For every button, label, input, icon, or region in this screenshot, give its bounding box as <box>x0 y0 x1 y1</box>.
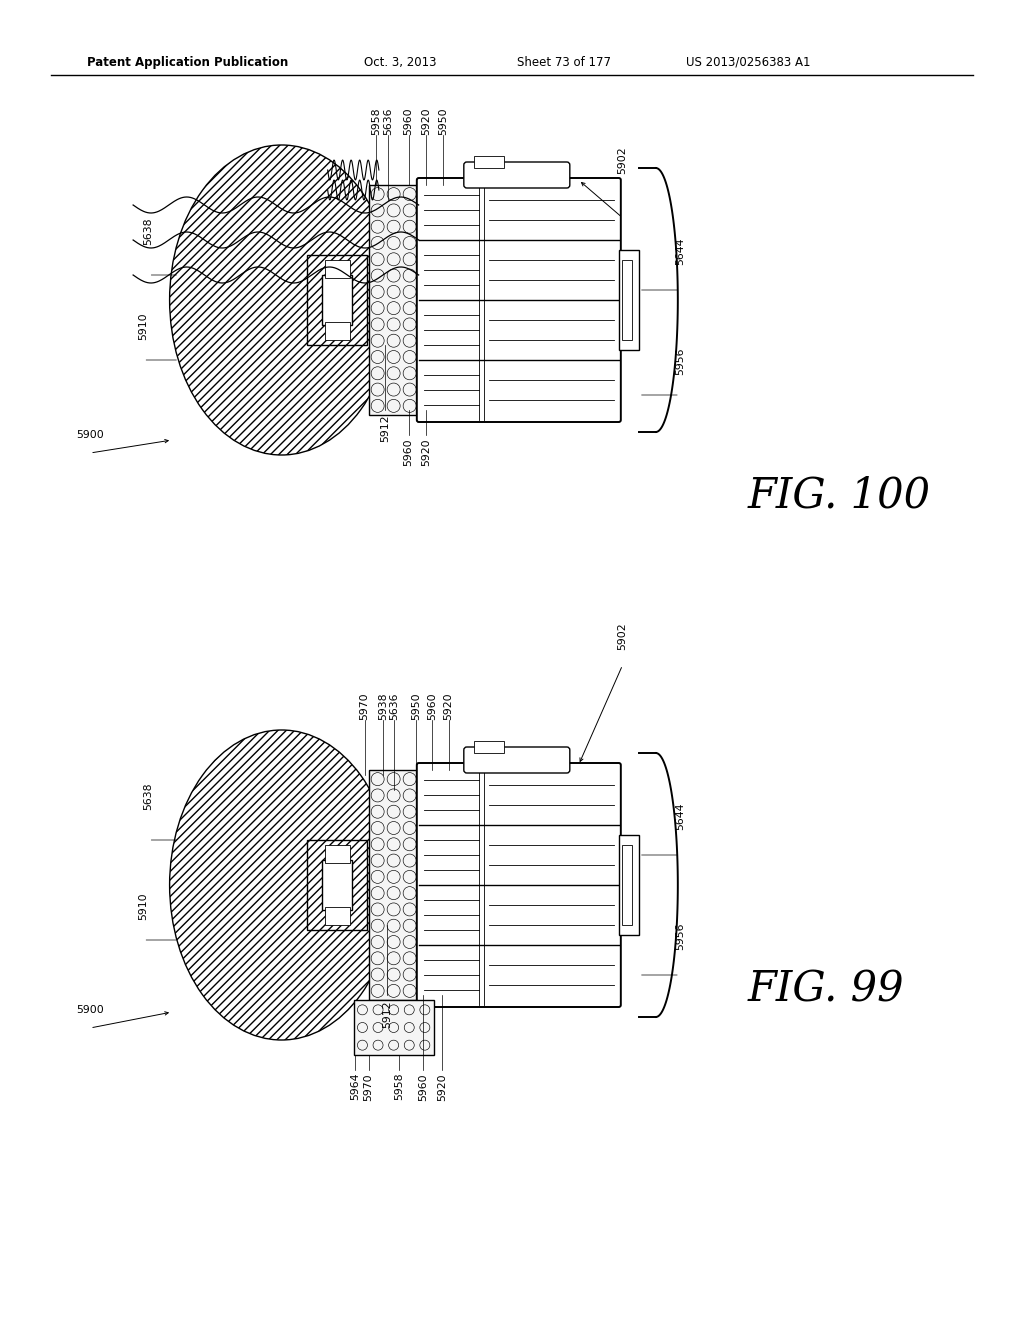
Bar <box>326 260 350 279</box>
Text: 5644: 5644 <box>675 238 685 265</box>
Bar <box>622 260 632 341</box>
Bar <box>353 1001 433 1055</box>
Ellipse shape <box>170 730 393 1040</box>
Bar <box>618 249 639 350</box>
Ellipse shape <box>170 145 393 455</box>
Text: 5644: 5644 <box>675 803 685 830</box>
Text: 5970: 5970 <box>359 693 370 719</box>
Text: 5960: 5960 <box>403 438 414 466</box>
Text: 5956: 5956 <box>675 923 685 950</box>
Text: 5900: 5900 <box>76 430 104 440</box>
Text: 5912: 5912 <box>382 1001 392 1027</box>
Text: 5636: 5636 <box>383 107 393 135</box>
Text: 5950: 5950 <box>411 693 421 719</box>
FancyBboxPatch shape <box>464 747 569 774</box>
Text: US 2013/0256383 A1: US 2013/0256383 A1 <box>686 55 811 69</box>
Bar <box>474 741 504 752</box>
Bar <box>326 907 350 925</box>
FancyBboxPatch shape <box>464 162 569 187</box>
Text: 5910: 5910 <box>138 313 148 341</box>
Text: 5920: 5920 <box>421 107 431 135</box>
Text: 5912: 5912 <box>380 414 390 442</box>
Text: FIG. 99: FIG. 99 <box>748 969 904 1011</box>
Text: 5960: 5960 <box>418 1073 428 1101</box>
Bar <box>323 275 352 325</box>
Text: 5958: 5958 <box>371 107 381 135</box>
Bar <box>369 770 419 1001</box>
Bar <box>369 185 419 414</box>
Bar <box>622 845 632 925</box>
Bar <box>326 322 350 341</box>
Bar <box>326 845 350 863</box>
Text: 5920: 5920 <box>437 1073 447 1101</box>
Bar <box>618 836 639 935</box>
Bar <box>307 255 368 345</box>
Text: 5950: 5950 <box>438 107 449 135</box>
Text: 5970: 5970 <box>364 1073 374 1101</box>
Bar <box>323 861 352 909</box>
Text: 5958: 5958 <box>394 1073 404 1101</box>
Text: Patent Application Publication: Patent Application Publication <box>87 55 289 69</box>
Text: 5956: 5956 <box>675 347 685 375</box>
Text: 5964: 5964 <box>350 1073 360 1101</box>
Text: 5636: 5636 <box>389 693 399 719</box>
FancyBboxPatch shape <box>417 763 621 1007</box>
Text: 5960: 5960 <box>427 693 437 719</box>
Text: 5920: 5920 <box>443 693 454 719</box>
Text: 5638: 5638 <box>143 783 154 810</box>
Bar <box>474 156 504 168</box>
Text: 5900: 5900 <box>76 1005 104 1015</box>
Text: 5938: 5938 <box>378 693 388 719</box>
Text: Oct. 3, 2013: Oct. 3, 2013 <box>364 55 436 69</box>
Text: Sheet 73 of 177: Sheet 73 of 177 <box>517 55 611 69</box>
FancyBboxPatch shape <box>417 178 621 422</box>
Text: FIG. 100: FIG. 100 <box>748 474 931 516</box>
Bar <box>307 840 368 931</box>
Text: 5638: 5638 <box>143 218 154 246</box>
Text: 5902: 5902 <box>617 147 628 174</box>
Text: 5960: 5960 <box>403 107 414 135</box>
Text: 5902: 5902 <box>617 622 628 649</box>
Text: 5910: 5910 <box>138 892 148 920</box>
Text: 5920: 5920 <box>421 438 431 466</box>
